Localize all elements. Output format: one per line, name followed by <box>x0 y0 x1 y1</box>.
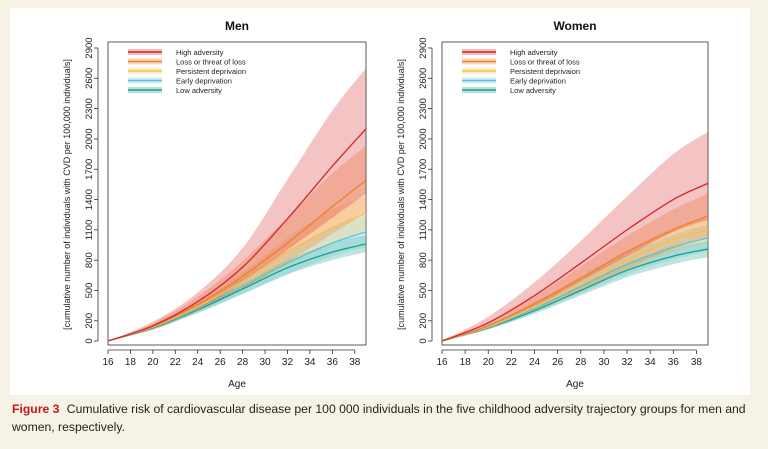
men-legend-label: Early deprivation <box>176 77 232 86</box>
women-x-tick-label: 32 <box>621 357 633 368</box>
men-x-tick-label: 28 <box>237 357 249 368</box>
women-x-tick-label: 24 <box>529 357 541 368</box>
women-band-4 <box>442 240 708 341</box>
men-x-tick-label: 24 <box>192 357 204 368</box>
men-x-tick-label: 20 <box>147 357 159 368</box>
figure-label: Figure 3 <box>12 402 60 416</box>
men-y-axis-label: [cumulative number of individuals with C… <box>62 59 72 330</box>
men-y-tick-label: 800 <box>84 252 95 268</box>
men-x-tick-label: 26 <box>215 357 227 368</box>
men-y-tick-label: 1400 <box>84 189 95 210</box>
men-y-tick-label: 2600 <box>84 68 95 89</box>
men-legend-label: High adversity <box>176 48 224 57</box>
women-x-tick-label: 30 <box>598 357 610 368</box>
women-y-tick-label: 1700 <box>418 159 429 180</box>
men-band-4 <box>108 234 366 341</box>
men-band-2 <box>108 196 366 341</box>
women-y-tick-label: 800 <box>418 252 429 268</box>
women-x-tick-label: 18 <box>460 357 472 368</box>
women-band-2 <box>442 216 708 341</box>
women-y-tick-label: 2900 <box>418 37 429 58</box>
men-band-1 <box>108 146 366 341</box>
men-plot-frame <box>107 41 367 346</box>
women-chart-title: Women <box>553 19 596 33</box>
men-legend-label: Loss or threat of loss <box>176 58 246 67</box>
figure-caption: Figure 3 Cumulative risk of cardiovascul… <box>12 400 756 436</box>
women-y-tick-label: 1400 <box>418 189 429 210</box>
men-x-tick-label: 36 <box>327 357 339 368</box>
men-x-tick-label: 32 <box>282 357 294 368</box>
men-x-axis-label: Age <box>228 379 246 390</box>
women-x-axis-label: Age <box>566 379 584 390</box>
women-band-1 <box>442 193 708 341</box>
women-x-tick-label: 28 <box>575 357 587 368</box>
men-series-line-0 <box>107 128 367 342</box>
women-legend-label: Low adversity <box>510 86 556 95</box>
men-y-tick-label: 2300 <box>84 98 95 119</box>
women-legend-label: Early deprivation <box>510 77 566 86</box>
women-legend-label: High adversity <box>510 48 558 57</box>
men-chart: Men 16 18 20 22 24 26 28 30 32 34 36 38 Age 0 200 500 800… <box>62 19 367 390</box>
women-y-tick-label: 2600 <box>418 68 429 89</box>
men-y-tick-label: 1700 <box>84 159 95 180</box>
women-x-tick-label: 34 <box>645 357 657 368</box>
women-series-line-0 <box>441 182 709 342</box>
men-x-tick-label: 22 <box>170 357 182 368</box>
men-band-0 <box>108 68 366 342</box>
women-x-tick-label: 22 <box>506 357 518 368</box>
men-x-tick-label: 16 <box>102 357 114 368</box>
women-y-tick-label: 2000 <box>418 128 429 149</box>
men-y-tick-label: 0 <box>84 338 95 343</box>
women-legend-label: Loss or threat of loss <box>510 58 580 67</box>
women-plot-frame <box>441 41 709 346</box>
figure-panel: Men 16 18 20 22 24 26 28 30 32 34 36 38 Age 0 200 500 800… <box>10 8 750 395</box>
men-y-tick-label: 2900 <box>84 37 95 58</box>
women-x-tick-label: 16 <box>436 357 448 368</box>
men-y-tick-label: 2000 <box>84 128 95 149</box>
men-x-tick-label: 34 <box>304 357 316 368</box>
women-y-tick-label: 2300 <box>418 98 429 119</box>
men-legend-label: Persistent deprivaion <box>176 67 246 76</box>
men-x-tick-label: 38 <box>349 357 361 368</box>
women-series-line-1 <box>441 215 709 342</box>
women-x-tick-label: 20 <box>483 357 495 368</box>
women-chart: Women 16 18 20 22 24 26 28 30 32 34 36 38 Age 0 200 500 8… <box>396 19 709 390</box>
men-x-tick-label: 18 <box>125 357 137 368</box>
men-x-tick-label: 30 <box>259 357 271 368</box>
women-x-tick-label: 36 <box>668 357 680 368</box>
men-y-tick-label: 500 <box>84 283 95 299</box>
women-y-axis-label: [cumulative number of individuals with C… <box>396 59 406 330</box>
men-y-tick-label: 200 <box>84 313 95 329</box>
caption-text: Cumulative risk of cardiovascular diseas… <box>12 402 746 434</box>
women-x-tick-label: 26 <box>552 357 564 368</box>
women-band-0 <box>442 131 708 341</box>
men-y-tick-label: 1100 <box>84 220 95 240</box>
women-y-tick-label: 200 <box>418 313 429 329</box>
men-band-3 <box>108 215 366 341</box>
women-y-tick-label: 500 <box>418 283 429 299</box>
men-chart-title: Men <box>225 19 249 33</box>
women-x-tick-label: 38 <box>691 357 703 368</box>
women-legend-label: Persistent deprivaion <box>510 67 580 76</box>
men-legend-label: Low adversity <box>176 86 222 95</box>
women-series-line-2 <box>441 229 709 342</box>
women-y-tick-label: 1100 <box>418 220 429 240</box>
women-y-tick-label: 0 <box>418 338 429 343</box>
